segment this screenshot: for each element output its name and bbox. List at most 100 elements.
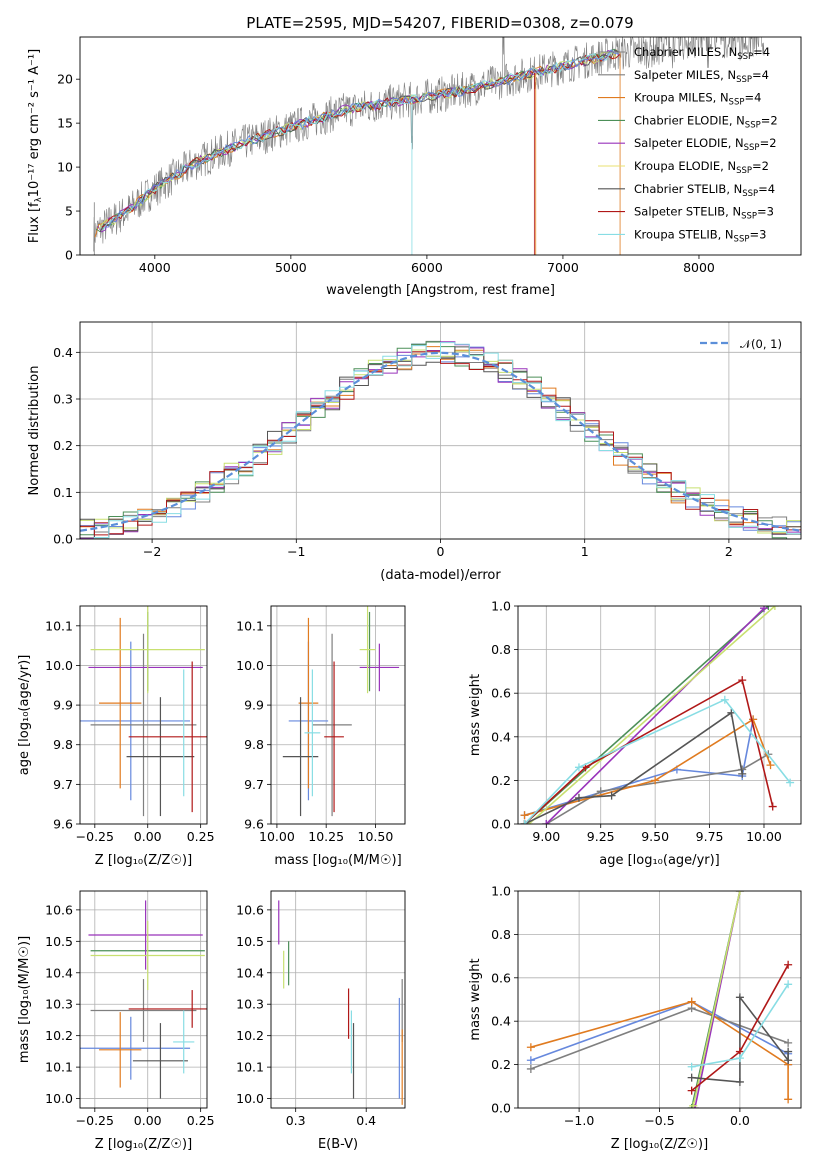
gaussian-curve xyxy=(80,351,801,532)
y-tick-label: 0.2 xyxy=(491,773,511,788)
y-tick-label: 10.1 xyxy=(236,618,264,633)
legend-name: Chabrier MILES, N xyxy=(634,45,737,59)
x-tick-label: 2 xyxy=(725,544,733,559)
legend-sub: SSP xyxy=(736,75,752,85)
x-tick-label: 0.00 xyxy=(134,829,162,844)
series-marker xyxy=(651,776,660,785)
axes-mass-vs-ebv: 0.3 0.4 10.0 10.1 10.2 10.3 10.4 10.5 10.6 E(B-V) xyxy=(236,890,406,1152)
plot-area-mass-vs-ebv xyxy=(278,900,403,1105)
x-tick-label: 5000 xyxy=(275,260,307,275)
plot-area-massweight-vs-age xyxy=(520,606,795,824)
y-tick-label: 0.8 xyxy=(491,642,511,657)
y-axis-label: mass weight xyxy=(468,958,483,1040)
x-tick-label: 10.00 xyxy=(259,829,295,844)
x-tick-label: 0.3 xyxy=(286,1113,306,1128)
series-marker xyxy=(784,1047,793,1056)
y-tick-label: 10.0 xyxy=(45,1091,73,1106)
series-line xyxy=(524,719,754,817)
series-marker xyxy=(786,778,795,787)
y-axis-label: Normed distribution xyxy=(27,366,42,496)
series-marker xyxy=(520,820,529,824)
series-marker xyxy=(768,802,777,811)
y-tick-label: 0.0 xyxy=(53,532,73,547)
histogram-series xyxy=(80,342,801,539)
legend-entry: 𝒩(0, 1) xyxy=(740,337,782,351)
y-tick-label: 0.8 xyxy=(491,927,511,942)
x-tick-label: −0.25 xyxy=(76,829,114,844)
y-tick-label: 0.2 xyxy=(491,1057,511,1072)
y-tick-label: 10.2 xyxy=(236,1028,264,1043)
legend-sub: SSP xyxy=(741,212,757,222)
legend-val: =3 xyxy=(749,227,766,241)
series-line xyxy=(545,607,765,824)
y-tick-label: 10.1 xyxy=(45,618,73,633)
y-tick-label: 0.4 xyxy=(491,1014,511,1029)
legend-entry: Chabrier MILES, NSSP=4 xyxy=(634,45,770,62)
series-marker xyxy=(687,1086,696,1095)
y-tick-label: 0.4 xyxy=(53,345,73,360)
x-tick-label: −0.5 xyxy=(644,1113,674,1128)
x-axis-label: Z [log₁₀(Z/Z☉)] xyxy=(95,853,192,868)
x-tick-label: 0 xyxy=(437,544,445,559)
series-marker xyxy=(720,695,729,704)
legend-sub: SSP xyxy=(737,52,753,62)
y-tick-label: 9.9 xyxy=(53,698,73,713)
series-marker xyxy=(738,769,747,778)
legend-name: Salpeter STELIB, N xyxy=(634,205,741,219)
y-tick-label: 10.1 xyxy=(236,1060,264,1075)
x-tick-label: 10.50 xyxy=(358,829,394,844)
series-marker xyxy=(784,1095,793,1104)
x-tick-label: 10.25 xyxy=(308,829,344,844)
y-tick-label: 0.6 xyxy=(491,686,511,701)
x-tick-label: 7000 xyxy=(547,260,579,275)
legend-name: Chabrier ELODIE, N xyxy=(634,113,745,127)
y-tick-label: 0.2 xyxy=(53,438,73,453)
legend-sub: SSP xyxy=(736,166,752,176)
x-tick-label: 0.0 xyxy=(730,1113,750,1128)
x-tick-label: −0.25 xyxy=(76,1113,114,1128)
plot-area-residuals xyxy=(80,340,801,539)
series-marker xyxy=(735,1077,744,1086)
axes-frame xyxy=(79,605,208,825)
legend-val: =4 xyxy=(752,68,769,82)
x-axis-label: age [log₁₀(age/yr)] xyxy=(599,853,720,868)
axes-spectrum: 4000 5000 6000 7000 8000 0 5 10 15 20 wavelength [… xyxy=(27,36,802,298)
y-axis-label: Flux [fλ10⁻¹⁷ erg cm⁻² s⁻¹ A⁻¹] xyxy=(27,49,44,243)
legend-sub: SSP xyxy=(729,98,745,108)
axes-frame xyxy=(79,36,802,256)
plot-area-age-vs-mass xyxy=(282,606,400,817)
series-line xyxy=(524,718,772,817)
series-marker xyxy=(738,676,747,685)
y-tick-label: 0.4 xyxy=(491,729,511,744)
legend-entry: Chabrier STELIB, NSSP=4 xyxy=(634,182,775,199)
plot-area-age-vs-Z xyxy=(80,606,207,817)
legend-name: Kroupa STELIB, N xyxy=(634,227,734,241)
series-marker xyxy=(784,1038,793,1047)
series-marker xyxy=(735,993,744,1002)
model-line xyxy=(96,48,619,233)
y-tick-label: 10.0 xyxy=(236,1091,264,1106)
y-tick-label: 10.0 xyxy=(236,658,264,673)
y-tick-label: 10.4 xyxy=(236,965,264,980)
y-tick-label: 5 xyxy=(65,204,73,219)
y-tick-label: 0.3 xyxy=(53,392,73,407)
axes-frame xyxy=(79,890,208,1109)
axes-age-vs-Z: −0.25 0.00 0.25 9.6 9.7 9.8 9.9 10.0 10.1 Z [log₁… xyxy=(17,605,215,868)
plot-area-mass-vs-Z xyxy=(80,900,207,1099)
y-tick-label: 9.9 xyxy=(244,698,264,713)
y-axis-label: mass weight xyxy=(468,674,483,756)
series-line xyxy=(692,891,741,1106)
series-marker xyxy=(784,980,793,989)
y-tick-label: 9.8 xyxy=(53,737,73,752)
series-marker xyxy=(526,1043,535,1052)
axes-mass-vs-Z: −0.25 0.00 0.25 10.0 10.1 10.2 10.3 10.4 10.5 10.… xyxy=(17,890,215,1152)
axes-residuals: −2 −1 0 1 2 0.0 0.1 0.2 0.3 0.4 𝒩(0, 1) (data-model… xyxy=(27,321,802,583)
legend-name: Kroupa MILES, N xyxy=(634,91,729,105)
y-tick-label: 10.6 xyxy=(45,902,73,917)
legend-val: =2 xyxy=(752,159,769,173)
y-tick-label: 0.6 xyxy=(491,970,511,985)
legend-entry: Kroupa STELIB, NSSP=3 xyxy=(634,227,766,244)
y-tick-label: 10.6 xyxy=(236,902,264,917)
legend-sub: SSP xyxy=(734,234,750,244)
